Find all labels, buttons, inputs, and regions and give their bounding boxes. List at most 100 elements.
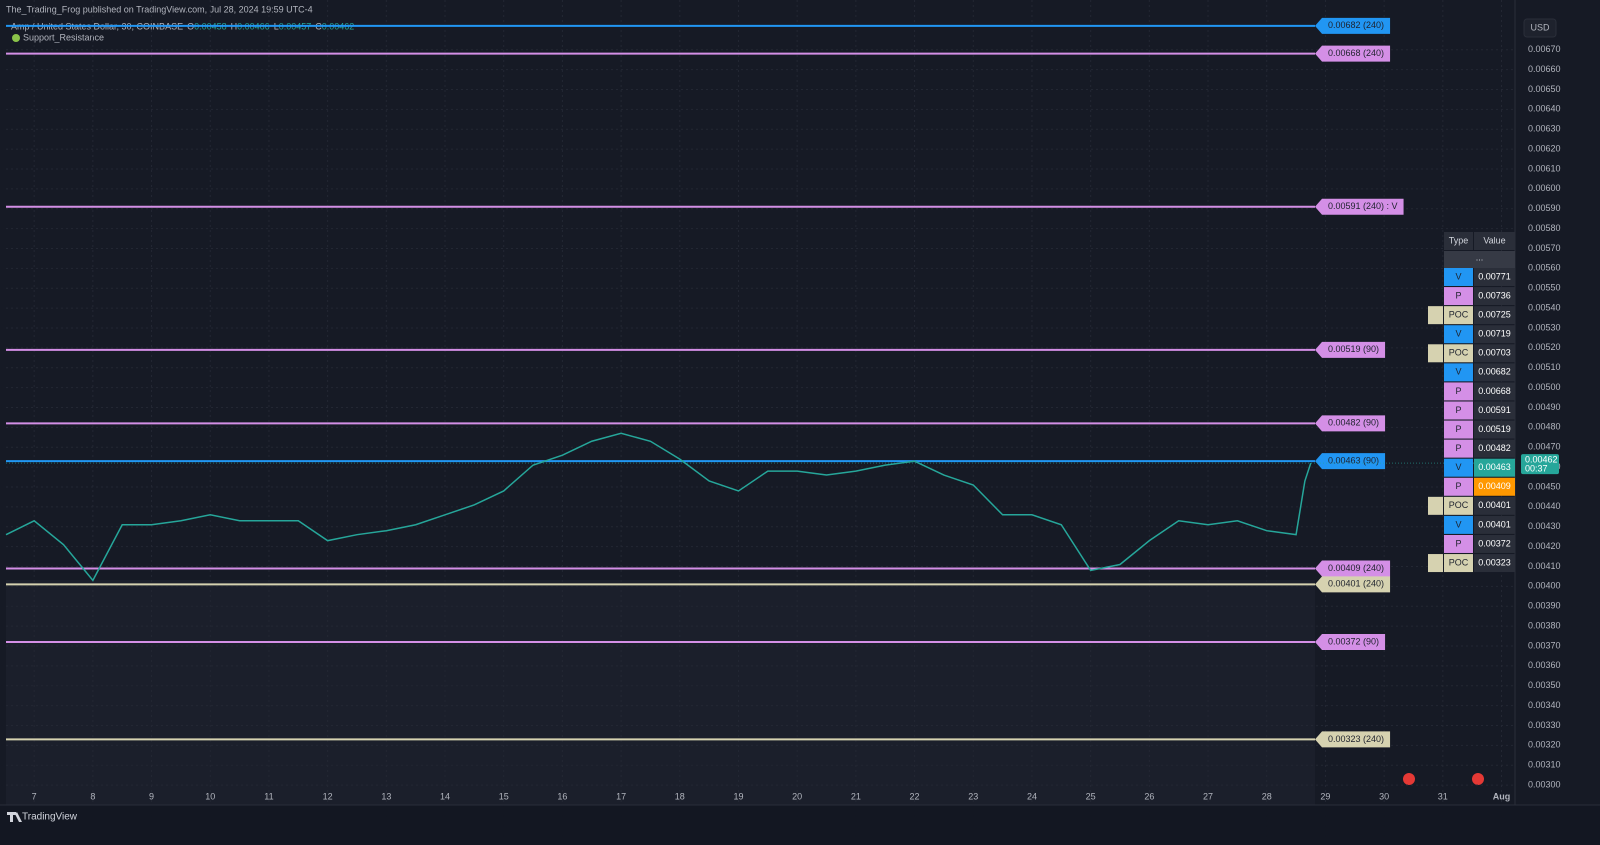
y-tick-label: 0.00440: [1528, 501, 1561, 511]
value: 0.00736: [1478, 290, 1511, 300]
x-tick-label: 26: [1144, 791, 1154, 801]
x-tick-label: 24: [1027, 791, 1037, 801]
level-label: 0.00372 (90): [1328, 636, 1379, 646]
table-marker: [1428, 344, 1443, 363]
level-tag: [1315, 415, 1386, 432]
value-cell: [1474, 534, 1515, 553]
x-tick-label: 10: [205, 791, 215, 801]
y-tick-label: 0.00520: [1528, 342, 1561, 352]
y-tick-label: 0.00650: [1528, 84, 1561, 94]
type-cell: [1444, 458, 1473, 477]
type-cell: [1444, 534, 1473, 553]
type: P: [1455, 290, 1461, 300]
table-marker: [1428, 554, 1443, 573]
type-cell: [1444, 515, 1473, 534]
y-tick-label: 0.00620: [1528, 143, 1561, 153]
y-tick-label: 0.00400: [1528, 581, 1561, 591]
type-cell: [1444, 325, 1473, 344]
x-tick-label: 30: [1379, 791, 1389, 801]
x-tick-label: 27: [1203, 791, 1213, 801]
y-tick-label: 0.00300: [1528, 779, 1561, 789]
value-cell: [1474, 344, 1515, 363]
y-tick-label: 0.00610: [1528, 163, 1561, 173]
publisher: The_Trading_Frog published on TradingVie…: [6, 4, 313, 14]
y-tick-label: 0.00430: [1528, 521, 1561, 531]
type: POC: [1449, 310, 1469, 320]
level-tag: [1315, 634, 1386, 651]
x-tick-label: 17: [616, 791, 626, 801]
event-icon[interactable]: [1403, 773, 1415, 785]
type-cell: [1444, 363, 1473, 382]
price-line: [5, 432, 1312, 582]
type: P: [1455, 386, 1461, 396]
value: 0.00482: [1478, 443, 1511, 453]
value-cell: [1474, 268, 1515, 286]
currency-button[interactable]: [1523, 18, 1557, 38]
currency[interactable]: USD: [1530, 22, 1550, 32]
x-tick-label: 8: [90, 791, 95, 801]
value-cell: [1474, 382, 1515, 401]
value-cell: [1474, 515, 1515, 534]
y-tick-label: 0.00420: [1528, 541, 1561, 551]
y-tick-label: 0.00570: [1528, 243, 1561, 253]
countdown: 00:37: [1525, 463, 1548, 473]
level-tag: [1315, 560, 1391, 577]
last-price: 0.00462: [1525, 454, 1558, 464]
value: 0.00668: [1478, 386, 1511, 396]
type: P: [1455, 481, 1461, 491]
type-cell: [1444, 496, 1473, 515]
level-label: 0.00682 (240): [1328, 20, 1384, 30]
type-cell: [1444, 287, 1473, 306]
level-tag: [1315, 198, 1404, 215]
value: 0.00401: [1478, 500, 1511, 510]
value: 0.00725: [1478, 310, 1511, 320]
type: POC: [1449, 500, 1469, 510]
level-tag: [1315, 731, 1391, 748]
type: P: [1455, 443, 1461, 453]
x-tick-label: 11: [264, 791, 273, 801]
y-tick-label: 0.00500: [1528, 382, 1561, 392]
level-label: 0.00482 (90): [1328, 418, 1379, 428]
y-tick-label: 0.00670: [1528, 44, 1561, 54]
event-icon[interactable]: [1472, 773, 1484, 785]
type: V: [1455, 367, 1461, 377]
y-tick-label: 0.00310: [1528, 760, 1561, 770]
table-placeholder-cell: [1444, 251, 1515, 268]
table-header: Type: [1449, 235, 1469, 245]
value-cell: [1474, 287, 1515, 306]
level-label: 0.00409 (240): [1328, 563, 1384, 573]
x-tick-label: 16: [557, 791, 567, 801]
value-cell: [1474, 306, 1515, 325]
x-tick-label: 14: [440, 791, 450, 801]
y-tick-label: 0.00390: [1528, 601, 1561, 611]
y-tick-label: 0.00450: [1528, 481, 1561, 491]
value: 0.00372: [1478, 538, 1511, 548]
value: 0.00519: [1478, 424, 1511, 434]
y-tick-label: 0.00590: [1528, 203, 1561, 213]
y-tick-label: 0.00490: [1528, 402, 1561, 412]
y-tick-label: 0.00660: [1528, 64, 1561, 74]
level-label: 0.00668 (240): [1328, 48, 1384, 58]
value: 0.00703: [1478, 348, 1511, 358]
y-tick-label: 0.00380: [1528, 620, 1561, 630]
x-tick-label: 12: [323, 791, 333, 801]
x-tick-label: 13: [381, 791, 391, 801]
value: 0.00463: [1478, 462, 1511, 472]
logo: [7, 812, 22, 822]
x-tick-label: 15: [499, 791, 509, 801]
type: POC: [1449, 557, 1469, 567]
value: 0.00682: [1478, 367, 1511, 377]
y-tick-label: 0.00550: [1528, 283, 1561, 293]
value-cell: [1474, 439, 1515, 458]
x-tick-label: 29: [1320, 791, 1330, 801]
x-tick-label: 22: [910, 791, 920, 801]
y-tick-label: 0.00360: [1528, 660, 1561, 670]
x-tick-label: 7: [32, 791, 37, 801]
x-tick-label: 25: [1086, 791, 1096, 801]
value: 0.00771: [1478, 271, 1511, 281]
table-header-cell: [1444, 232, 1473, 250]
y-tick-label: 0.00600: [1528, 183, 1561, 193]
level-label: 0.00463 (90): [1328, 456, 1379, 466]
value: 0.00409: [1478, 481, 1511, 491]
